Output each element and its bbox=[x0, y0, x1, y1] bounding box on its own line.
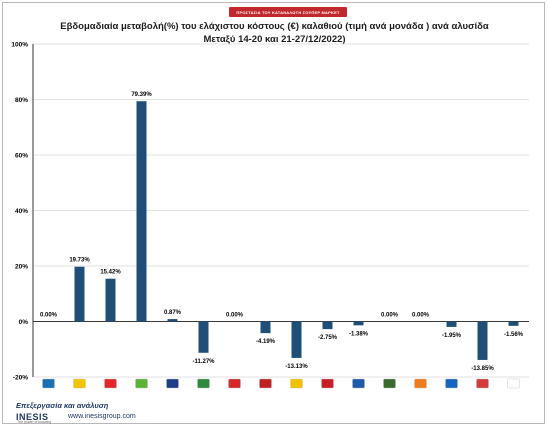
my-market-logo bbox=[383, 378, 396, 389]
lidl-logo bbox=[290, 378, 303, 389]
data-label: -2.75% bbox=[318, 335, 338, 341]
y-tick-label: 60% bbox=[15, 153, 28, 160]
synka-logo bbox=[414, 378, 427, 389]
bar bbox=[508, 321, 519, 326]
y-tick-label: 0% bbox=[19, 319, 29, 326]
bar bbox=[353, 321, 364, 326]
chart-title: Εβδομαδιαία μεταβολή(%) του ελάχιστου κό… bbox=[60, 21, 489, 32]
bazaar-logo bbox=[73, 378, 86, 389]
y-tick-label: 80% bbox=[15, 97, 28, 104]
palaioglou-logo bbox=[197, 378, 210, 389]
data-label: -4.19% bbox=[256, 339, 276, 345]
data-label: -13.13% bbox=[285, 364, 308, 370]
bar bbox=[74, 266, 85, 322]
data-label: -13.85% bbox=[471, 366, 494, 372]
inesis-tagline: The power of knowing bbox=[17, 420, 52, 424]
bar-chart: -20% 0% 20% 40% 60% 80% 100% 0.00% 19.73% 15.42% 7… bbox=[11, 42, 529, 389]
chart-frame bbox=[2, 2, 545, 424]
galaxias-logo bbox=[259, 378, 272, 389]
consumer-protection-banner: ΠΡΟΣΤΑΣΙΑ ΤΟΥ ΚΑΤΑΝΑΛΩΤΗ ΣΟΥΠΕΡ ΜΑΡΚΕΤ bbox=[229, 7, 347, 17]
data-label: 0.00% bbox=[381, 313, 399, 319]
data-label: -1.95% bbox=[442, 333, 462, 339]
bar bbox=[260, 321, 271, 334]
polyxronou-logo bbox=[507, 378, 520, 389]
y-tick-label: -20% bbox=[13, 375, 28, 382]
sklavenitis-logo bbox=[445, 378, 458, 389]
inesis-url: www.inesisgroup.com bbox=[68, 413, 136, 420]
bar bbox=[322, 321, 333, 330]
market-in-logo bbox=[352, 378, 365, 389]
bar bbox=[105, 278, 116, 322]
efood-logo bbox=[104, 378, 117, 389]
bar bbox=[291, 321, 302, 358]
ab-logo bbox=[42, 378, 55, 389]
bar bbox=[446, 321, 457, 327]
bar bbox=[167, 319, 178, 322]
inesis-logo: INESIS The power of knowing bbox=[16, 411, 52, 425]
data-label: 15.42% bbox=[100, 270, 121, 276]
y-tick-label: 40% bbox=[15, 208, 28, 215]
y-tick-label: 20% bbox=[15, 264, 28, 271]
fresh-logo bbox=[135, 378, 148, 389]
data-label: 0.87% bbox=[164, 310, 182, 316]
kritikos-logo bbox=[228, 378, 241, 389]
data-label: 0.00% bbox=[40, 313, 58, 319]
discount-markt-logo bbox=[166, 378, 179, 389]
data-label: 19.73% bbox=[69, 258, 90, 264]
y-tick-label: 100% bbox=[11, 42, 28, 49]
bar bbox=[136, 101, 147, 322]
data-label: -1.56% bbox=[504, 332, 524, 338]
xalkiadakis-logo bbox=[476, 378, 489, 389]
data-label: 0.00% bbox=[226, 313, 244, 319]
chart-subtitle: Μεταξύ 14-20 και 21-27/12/2022) bbox=[203, 34, 346, 45]
data-label: -1.38% bbox=[349, 331, 369, 337]
data-label: -11.27% bbox=[192, 359, 215, 365]
bar bbox=[477, 321, 488, 360]
data-label: 0.00% bbox=[412, 313, 430, 319]
bar bbox=[198, 321, 209, 353]
analysis-credit: Επεξεργασία και ανάλυση bbox=[16, 401, 109, 410]
masoutis-logo bbox=[321, 378, 334, 389]
inesis-wordmark: INESIS bbox=[16, 411, 49, 422]
data-label: 79.39% bbox=[131, 92, 152, 98]
